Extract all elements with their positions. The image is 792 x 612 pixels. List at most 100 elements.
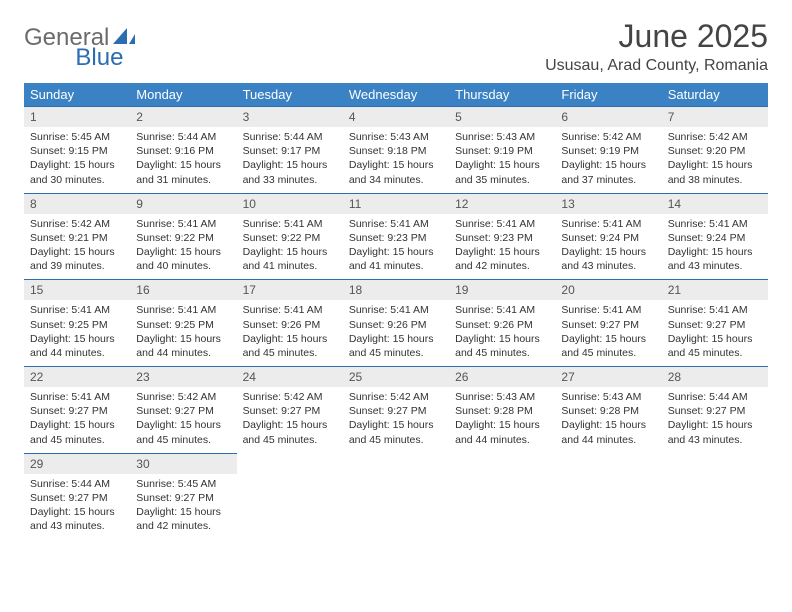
- daylight-text: Daylight: 15 hours and 30 minutes.: [30, 158, 124, 186]
- daylight-text: Daylight: 15 hours and 42 minutes.: [136, 505, 230, 533]
- sunrise-text: Sunrise: 5:41 AM: [136, 303, 230, 317]
- header: General Blue June 2025 Ususau, Arad Coun…: [24, 18, 768, 75]
- day-content-row: Sunrise: 5:41 AMSunset: 9:27 PMDaylight:…: [24, 387, 768, 453]
- daylight-text: Daylight: 15 hours and 44 minutes.: [136, 332, 230, 360]
- sunset-text: Sunset: 9:27 PM: [136, 404, 230, 418]
- weekday-header: Thursday: [449, 83, 555, 107]
- sunrise-text: Sunrise: 5:43 AM: [455, 130, 549, 144]
- day-content-cell: Sunrise: 5:43 AMSunset: 9:28 PMDaylight:…: [555, 387, 661, 453]
- sunrise-text: Sunrise: 5:42 AM: [349, 390, 443, 404]
- sunrise-text: Sunrise: 5:43 AM: [349, 130, 443, 144]
- sunset-text: Sunset: 9:26 PM: [243, 318, 337, 332]
- daylight-text: Daylight: 15 hours and 42 minutes.: [455, 245, 549, 273]
- daylight-text: Daylight: 15 hours and 45 minutes.: [243, 418, 337, 446]
- day-content-cell: Sunrise: 5:41 AMSunset: 9:27 PMDaylight:…: [24, 387, 130, 453]
- daylight-text: Daylight: 15 hours and 45 minutes.: [349, 418, 443, 446]
- day-number: 13: [561, 197, 574, 211]
- day-content-row: Sunrise: 5:44 AMSunset: 9:27 PMDaylight:…: [24, 474, 768, 540]
- daylight-text: Daylight: 15 hours and 43 minutes.: [30, 505, 124, 533]
- daylight-text: Daylight: 15 hours and 41 minutes.: [349, 245, 443, 273]
- daylight-text: Daylight: 15 hours and 37 minutes.: [561, 158, 655, 186]
- sunrise-text: Sunrise: 5:41 AM: [668, 303, 762, 317]
- day-number: 23: [136, 370, 149, 384]
- sunset-text: Sunset: 9:25 PM: [30, 318, 124, 332]
- day-number-cell: 1: [24, 107, 130, 128]
- page-title: June 2025: [545, 18, 768, 55]
- daylight-text: Daylight: 15 hours and 44 minutes.: [30, 332, 124, 360]
- location-subtitle: Ususau, Arad County, Romania: [545, 57, 768, 75]
- daylight-text: Daylight: 15 hours and 31 minutes.: [136, 158, 230, 186]
- day-number-cell: [237, 453, 343, 474]
- day-number: 20: [561, 283, 574, 297]
- day-number-row: 15161718192021: [24, 280, 768, 301]
- day-number: 9: [136, 197, 143, 211]
- day-number-cell: [555, 453, 661, 474]
- daylight-text: Daylight: 15 hours and 41 minutes.: [243, 245, 337, 273]
- sunset-text: Sunset: 9:16 PM: [136, 144, 230, 158]
- day-number-cell: 4: [343, 107, 449, 128]
- day-number: 25: [349, 370, 362, 384]
- day-number-cell: 19: [449, 280, 555, 301]
- sunrise-text: Sunrise: 5:43 AM: [561, 390, 655, 404]
- sunset-text: Sunset: 9:19 PM: [561, 144, 655, 158]
- sunrise-text: Sunrise: 5:41 AM: [349, 217, 443, 231]
- day-number: 3: [243, 110, 250, 124]
- day-number-row: 2930: [24, 453, 768, 474]
- sunset-text: Sunset: 9:24 PM: [561, 231, 655, 245]
- day-content-row: Sunrise: 5:41 AMSunset: 9:25 PMDaylight:…: [24, 300, 768, 366]
- day-number: 1: [30, 110, 37, 124]
- logo: General Blue: [24, 18, 185, 52]
- day-number-cell: 20: [555, 280, 661, 301]
- weekday-header: Saturday: [662, 83, 768, 107]
- day-number-cell: 12: [449, 193, 555, 214]
- day-content-row: Sunrise: 5:45 AMSunset: 9:15 PMDaylight:…: [24, 127, 768, 193]
- day-content-cell: Sunrise: 5:41 AMSunset: 9:26 PMDaylight:…: [237, 300, 343, 366]
- day-content-cell: [662, 474, 768, 540]
- day-content-cell: Sunrise: 5:41 AMSunset: 9:24 PMDaylight:…: [662, 214, 768, 280]
- day-number: 14: [668, 197, 681, 211]
- day-number: 15: [30, 283, 43, 297]
- sunset-text: Sunset: 9:27 PM: [668, 318, 762, 332]
- sunset-text: Sunset: 9:24 PM: [668, 231, 762, 245]
- sunset-text: Sunset: 9:28 PM: [561, 404, 655, 418]
- sunset-text: Sunset: 9:26 PM: [349, 318, 443, 332]
- sunrise-text: Sunrise: 5:41 AM: [243, 217, 337, 231]
- daylight-text: Daylight: 15 hours and 45 minutes.: [349, 332, 443, 360]
- weekday-header: Sunday: [24, 83, 130, 107]
- sunset-text: Sunset: 9:26 PM: [455, 318, 549, 332]
- sunrise-text: Sunrise: 5:45 AM: [136, 477, 230, 491]
- day-content-cell: Sunrise: 5:41 AMSunset: 9:27 PMDaylight:…: [662, 300, 768, 366]
- day-number-cell: 14: [662, 193, 768, 214]
- day-number: 16: [136, 283, 149, 297]
- day-content-cell: Sunrise: 5:42 AMSunset: 9:27 PMDaylight:…: [130, 387, 236, 453]
- day-number-cell: 24: [237, 367, 343, 388]
- daylight-text: Daylight: 15 hours and 34 minutes.: [349, 158, 443, 186]
- day-content-cell: Sunrise: 5:43 AMSunset: 9:28 PMDaylight:…: [449, 387, 555, 453]
- day-content-cell: Sunrise: 5:43 AMSunset: 9:19 PMDaylight:…: [449, 127, 555, 193]
- day-number-cell: [662, 453, 768, 474]
- daylight-text: Daylight: 15 hours and 43 minutes.: [561, 245, 655, 273]
- day-number-cell: 3: [237, 107, 343, 128]
- daylight-text: Daylight: 15 hours and 45 minutes.: [561, 332, 655, 360]
- sunset-text: Sunset: 9:27 PM: [561, 318, 655, 332]
- day-number: 22: [30, 370, 43, 384]
- daylight-text: Daylight: 15 hours and 35 minutes.: [455, 158, 549, 186]
- day-content-cell: Sunrise: 5:41 AMSunset: 9:26 PMDaylight:…: [449, 300, 555, 366]
- day-number-cell: 8: [24, 193, 130, 214]
- sunset-text: Sunset: 9:27 PM: [30, 491, 124, 505]
- daylight-text: Daylight: 15 hours and 45 minutes.: [668, 332, 762, 360]
- weekday-header: Friday: [555, 83, 661, 107]
- day-number: 27: [561, 370, 574, 384]
- day-number: 30: [136, 457, 149, 471]
- day-number: 11: [349, 197, 361, 211]
- logo-text-blue: Blue: [75, 44, 123, 72]
- daylight-text: Daylight: 15 hours and 45 minutes.: [136, 418, 230, 446]
- day-content-cell: Sunrise: 5:41 AMSunset: 9:25 PMDaylight:…: [130, 300, 236, 366]
- day-content-cell: Sunrise: 5:42 AMSunset: 9:20 PMDaylight:…: [662, 127, 768, 193]
- day-content-cell: Sunrise: 5:45 AMSunset: 9:27 PMDaylight:…: [130, 474, 236, 540]
- day-number: 24: [243, 370, 256, 384]
- sunrise-text: Sunrise: 5:42 AM: [561, 130, 655, 144]
- sunrise-text: Sunrise: 5:41 AM: [455, 217, 549, 231]
- day-content-cell: Sunrise: 5:41 AMSunset: 9:22 PMDaylight:…: [130, 214, 236, 280]
- day-number: 7: [668, 110, 675, 124]
